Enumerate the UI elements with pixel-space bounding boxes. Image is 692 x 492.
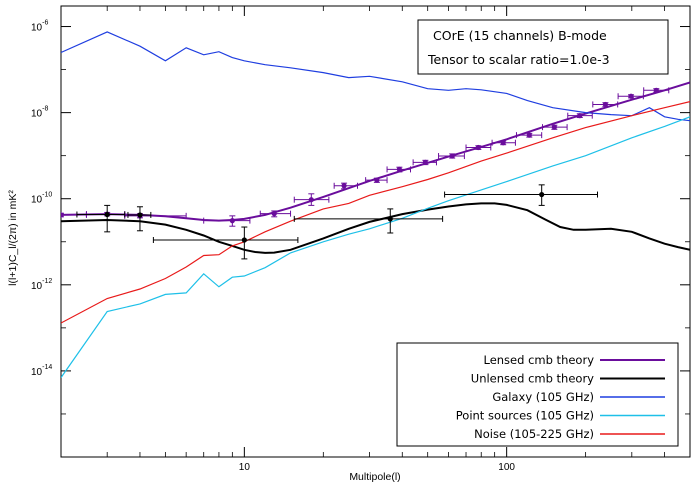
- y-tick-label: 10-10: [31, 192, 52, 206]
- y-axis-label: l(l+1)C_l/(2π) in mK²: [7, 190, 19, 286]
- data-point: [104, 211, 110, 218]
- data-point: [308, 197, 314, 203]
- error-point: [127, 206, 152, 232]
- error-point: [293, 208, 444, 234]
- error-point: [386, 166, 412, 173]
- y-tick-label: 10-6: [31, 20, 48, 34]
- data-point: [653, 87, 659, 93]
- data-point: [577, 113, 583, 119]
- legend-label: Unlensed cmb theory: [471, 372, 594, 386]
- data-point: [271, 211, 277, 217]
- data-point: [374, 177, 380, 183]
- data-point: [387, 216, 393, 222]
- data-point: [526, 132, 532, 138]
- data-point: [137, 212, 143, 218]
- data-point: [628, 93, 634, 99]
- error-point: [259, 210, 292, 218]
- data-point: [241, 237, 247, 243]
- series-line-lensed-cmb-theory: [61, 81, 690, 222]
- error-point: [203, 215, 251, 227]
- data-point: [551, 124, 557, 130]
- x-tick-label: 100: [498, 462, 515, 473]
- x-axis-label: Multipole(l): [349, 471, 400, 483]
- x-axis-ticks: 10 100: [239, 6, 515, 473]
- error-point: [412, 159, 437, 166]
- data-point: [396, 166, 402, 172]
- error-point: [365, 177, 388, 184]
- error-point: [515, 132, 543, 139]
- legend-label: Noise (105-225 GHz): [474, 427, 594, 441]
- data-point: [229, 218, 235, 224]
- chart-title: COrE (15 channels) B-mode: [433, 28, 607, 43]
- error-point: [542, 124, 568, 131]
- data-point: [500, 140, 506, 146]
- error-point: [444, 184, 599, 206]
- minor-ticks: [60, 6, 691, 457]
- data-point: [449, 153, 455, 159]
- error-point: [152, 226, 299, 260]
- y-tick-label: 10-14: [31, 364, 52, 378]
- legend-label: Lensed cmb theory: [483, 353, 594, 367]
- chart-subtitle: Tensor to scalar ratio=1.0e-3: [427, 52, 610, 67]
- error-point: [643, 87, 670, 94]
- legend-label: Galaxy (105 GHz): [492, 390, 594, 404]
- error-point: [465, 144, 492, 151]
- data-point: [539, 191, 545, 198]
- legend-label: Point sources (105 GHz): [456, 409, 594, 423]
- y-tick-label: 10-8: [31, 106, 48, 120]
- series-line-unlensed-cmb-theory: [61, 202, 690, 254]
- title-box: COrE (15 channels) B-mode Tensor to scal…: [417, 19, 669, 75]
- series-group: [61, 31, 690, 378]
- y-tick-label: 10-12: [31, 278, 52, 292]
- legend: Lensed cmb theory Unlensed cmb theory Gala…: [396, 342, 679, 447]
- data-point: [602, 101, 609, 108]
- series-line-noise-105-225-ghz: [61, 101, 690, 324]
- error-point: [76, 204, 126, 233]
- error-point: [592, 101, 619, 108]
- data-point: [341, 183, 347, 189]
- error-point: [491, 139, 516, 146]
- data-point: [422, 159, 428, 165]
- data-point: [61, 212, 64, 218]
- error-bars: [61, 87, 670, 260]
- error-point: [617, 93, 644, 100]
- data-point: [475, 144, 481, 151]
- error-point: [438, 153, 465, 160]
- error-point: [293, 193, 330, 206]
- plot-frame: [60, 5, 691, 458]
- x-tick-label: 10: [239, 462, 251, 473]
- series-line-galaxy-105-ghz: [61, 31, 690, 122]
- series-line-point-sources-105-ghz: [61, 116, 690, 378]
- error-point: [567, 112, 593, 119]
- error-point: [333, 182, 358, 190]
